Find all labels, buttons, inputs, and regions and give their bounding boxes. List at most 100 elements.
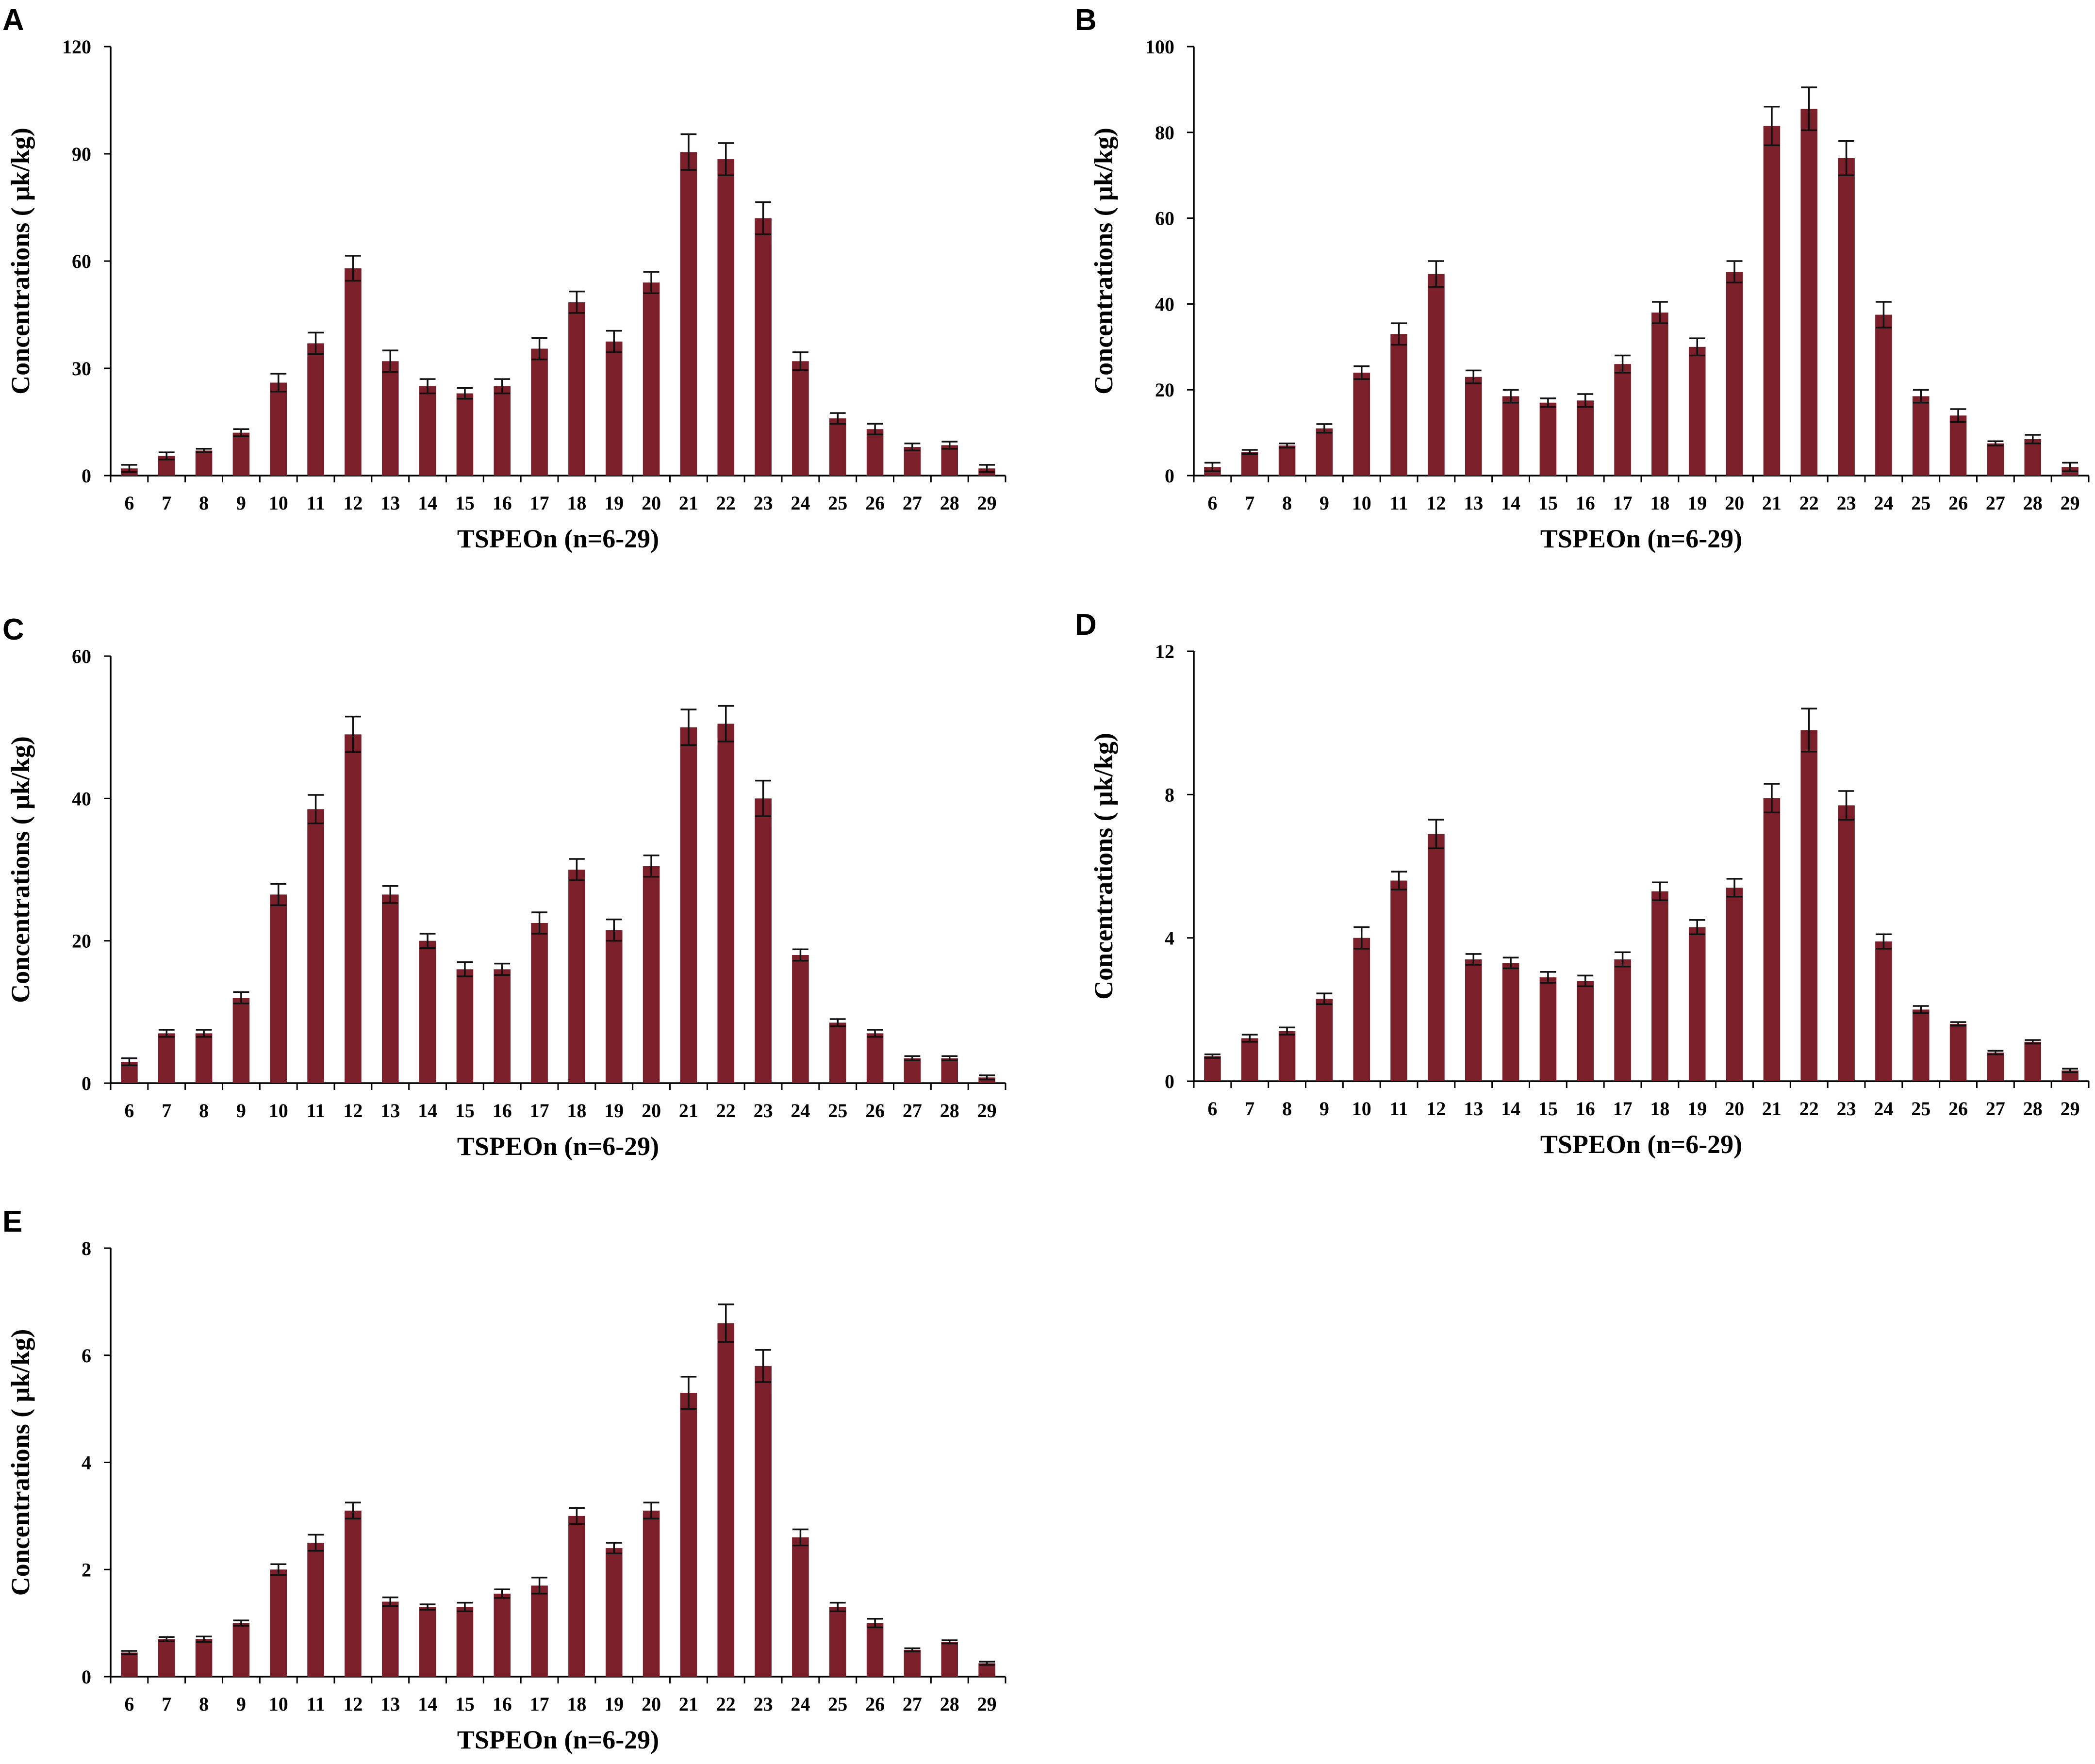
x-tick-label: 16 (493, 492, 512, 514)
bar (419, 940, 436, 1083)
x-tick-label: 12 (1426, 1098, 1446, 1120)
bar (1838, 805, 1855, 1081)
bar (2024, 1041, 2042, 1081)
x-tick-label: 14 (1501, 1098, 1520, 1120)
x-tick-label: 9 (236, 492, 246, 514)
x-tick-label: 22 (716, 1693, 736, 1715)
x-tick-label: 17 (530, 492, 549, 514)
x-tick-label: 22 (716, 1100, 736, 1121)
x-tick-label: 6 (124, 492, 134, 514)
x-tick-label: 14 (418, 1100, 437, 1121)
bar (121, 1652, 138, 1677)
bar (381, 361, 399, 476)
x-tick-label: 6 (124, 1693, 134, 1715)
bar (456, 969, 474, 1083)
x-tick-label: 29 (2061, 1098, 2080, 1120)
y-tick-label: 120 (62, 36, 91, 58)
x-tick-label: 20 (1725, 1098, 1744, 1120)
bar (755, 218, 772, 476)
x-tick-label: 8 (199, 1100, 209, 1121)
y-tick-label: 0 (82, 1072, 91, 1094)
x-tick-label: 26 (865, 1693, 885, 1715)
x-tick-label: 23 (754, 1693, 773, 1715)
x-tick-label: 13 (380, 1100, 400, 1121)
x-tick-label: 27 (1986, 492, 2005, 514)
y-tick-label: 60 (72, 250, 91, 272)
panel-letter: E (2, 1205, 22, 1238)
x-tick-label: 27 (903, 1693, 922, 1715)
bar (1987, 443, 2004, 476)
bar (270, 1569, 287, 1677)
bar (1539, 977, 1557, 1081)
bar (1688, 927, 1706, 1081)
bar (1949, 1023, 1967, 1081)
x-tick-label: 24 (791, 1100, 810, 1121)
x-tick-label: 24 (1874, 1098, 1893, 1120)
x-tick-label: 18 (567, 1693, 586, 1715)
x-tick-label: 19 (604, 1693, 624, 1715)
x-tick-label: 28 (940, 492, 959, 514)
bar (195, 1639, 213, 1677)
bar (643, 1510, 660, 1677)
y-tick-label: 90 (72, 143, 91, 165)
bar (866, 429, 884, 476)
x-tick-label: 21 (1762, 1098, 1782, 1120)
bar (1838, 158, 1855, 476)
x-tick-label: 28 (940, 1100, 959, 1121)
x-tick-label: 7 (1245, 492, 1254, 514)
x-tick-label: 17 (530, 1693, 549, 1715)
x-tick-label: 15 (455, 1100, 475, 1121)
bar (1241, 452, 1258, 476)
x-tick-label: 15 (455, 1693, 475, 1715)
bar (1688, 346, 1706, 476)
bar (195, 450, 213, 476)
y-tick-label: 8 (1165, 784, 1174, 806)
x-tick-label: 18 (1650, 492, 1669, 514)
x-axis-title: TSPEOn (n=6-29) (1540, 524, 1742, 553)
x-tick-label: 19 (604, 1100, 624, 1121)
x-tick-label: 22 (716, 492, 736, 514)
bar (1912, 396, 1930, 476)
bar (1763, 126, 1781, 476)
bar (1278, 1031, 1296, 1081)
x-tick-label: 11 (1390, 492, 1408, 514)
bar (307, 809, 324, 1083)
x-tick-label: 28 (940, 1693, 959, 1715)
bar (531, 348, 548, 476)
x-tick-label: 9 (1320, 1098, 1329, 1120)
bar (158, 1033, 175, 1083)
y-tick-label: 4 (82, 1452, 91, 1474)
bar (717, 724, 735, 1083)
bar (829, 1022, 846, 1083)
x-tick-label: 6 (1207, 1098, 1217, 1120)
bar (605, 341, 623, 476)
x-tick-label: 6 (1207, 492, 1217, 514)
x-tick-label: 27 (1986, 1098, 2005, 1120)
bar (1465, 959, 1482, 1081)
bar (829, 1607, 846, 1677)
x-tick-label: 7 (162, 1100, 171, 1121)
bar (270, 894, 287, 1083)
x-tick-label: 28 (2023, 492, 2043, 514)
x-tick-label: 17 (530, 1100, 549, 1121)
bar (1800, 730, 1818, 1081)
y-tick-label: 0 (82, 465, 91, 487)
panel-letter: B (1075, 3, 1097, 37)
x-tick-label: 15 (1538, 492, 1558, 514)
x-tick-label: 15 (455, 492, 475, 514)
bar (866, 1623, 884, 1677)
y-axis-title: Concentrations ( μk/kg) (6, 736, 35, 1003)
x-tick-label: 13 (380, 1693, 400, 1715)
x-tick-label: 18 (567, 492, 586, 514)
bar (1241, 1038, 1258, 1081)
panel-a: A 0 30 60 90 120 6 7 8 9 10 11 12 13 14 15 16 17 18 19 20 21 2… (2, 3, 1006, 553)
x-tick-label: 10 (269, 492, 288, 514)
bar (345, 734, 362, 1083)
bar (1465, 377, 1482, 476)
x-tick-label: 16 (1576, 492, 1595, 514)
x-tick-label: 25 (828, 1693, 847, 1715)
bar (568, 302, 585, 476)
bar (158, 1639, 175, 1677)
bar (1651, 313, 1668, 476)
x-tick-label: 24 (791, 492, 810, 514)
